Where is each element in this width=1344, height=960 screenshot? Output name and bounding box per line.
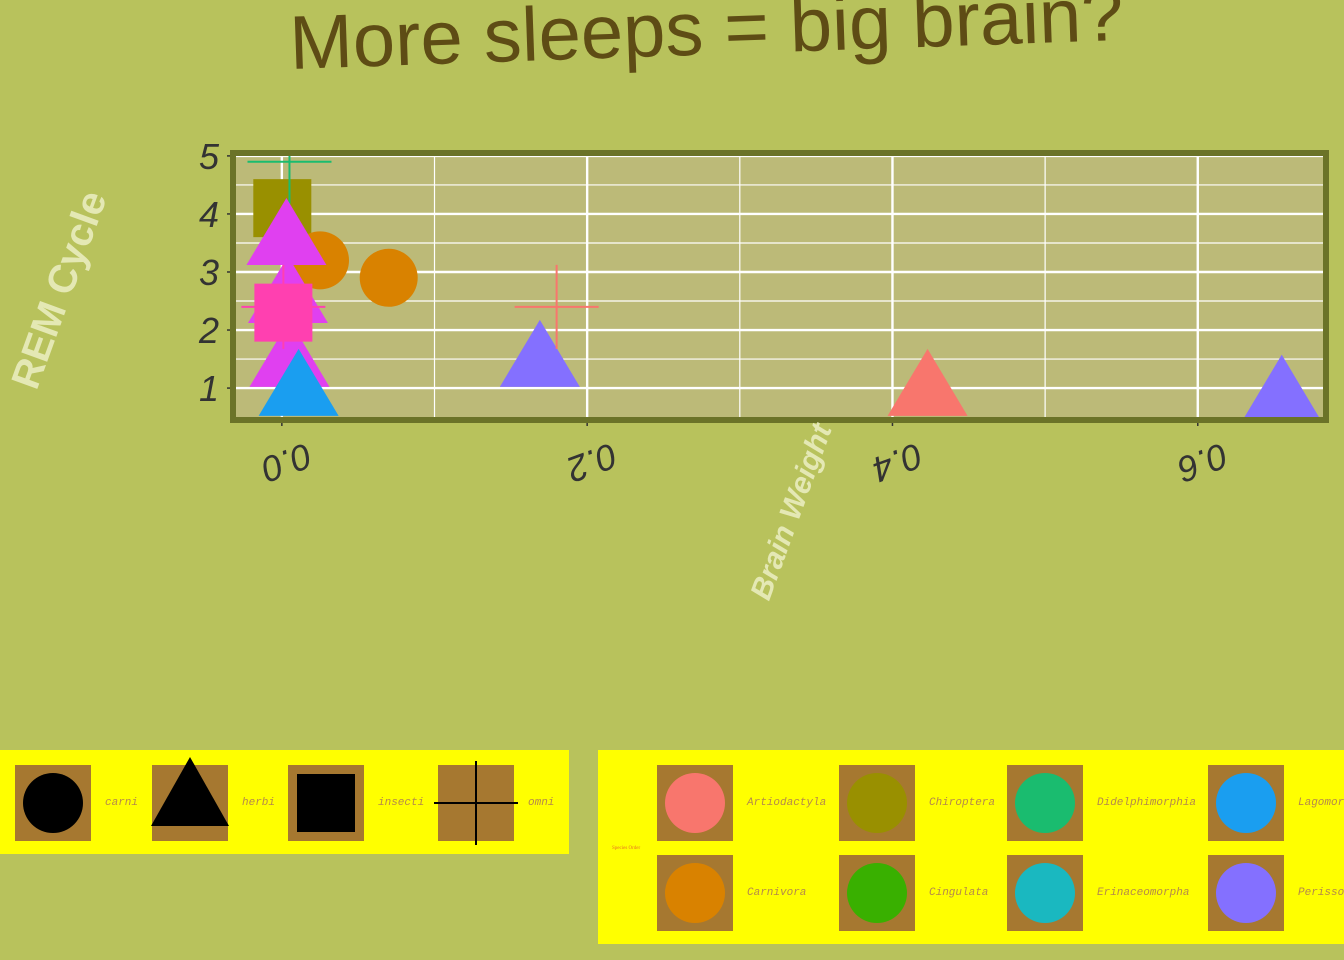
legend-key — [839, 855, 915, 931]
legend-label-artiodactyla: Artiodactyla — [747, 797, 827, 809]
points-layer — [241, 153, 1321, 420]
data-point — [241, 264, 326, 349]
circle-icon — [1216, 863, 1276, 923]
legend-key — [151, 757, 229, 841]
legend-label-lagomorpha: Lagomorpha — [1298, 797, 1344, 809]
circle-icon — [1015, 863, 1075, 923]
legend-label-cingulata: Cingulata — [929, 887, 989, 899]
data-point — [514, 264, 599, 349]
legend-key — [1208, 765, 1284, 841]
legend-key — [1007, 855, 1083, 931]
y-tick-label: 1 — [199, 368, 219, 409]
legend-key — [1007, 765, 1083, 841]
y-tick-label: 5 — [199, 136, 220, 177]
legend-label-erinaceomorpha: Erinaceomorpha — [1097, 887, 1190, 899]
x-tick-label: 0.0 — [256, 435, 317, 491]
circle-icon — [23, 773, 83, 833]
y-tick-label: 2 — [198, 310, 219, 351]
legend-label-insecti: insecti — [378, 797, 425, 809]
legend-label-herbi: herbi — [242, 797, 276, 809]
legend-key — [1208, 855, 1284, 931]
y-tick-label: 4 — [199, 194, 219, 235]
shape-legend: carni herbi insecti omni — [0, 750, 569, 854]
legend-label-perissodactyla: Perissodactyla — [1298, 887, 1344, 899]
square-icon — [297, 774, 355, 832]
legend-key — [15, 765, 91, 841]
circle-icon — [847, 773, 907, 833]
color-legend-title: Species Order — [612, 846, 641, 851]
circle-icon — [665, 863, 725, 923]
legend-key — [657, 765, 733, 841]
legend-label-omni: omni — [528, 797, 555, 809]
data-point — [499, 319, 580, 387]
color-legend: Species Order Artiodactyla Chiroptera Di… — [598, 750, 1344, 944]
data-point — [258, 348, 339, 416]
data-point — [246, 197, 327, 265]
legend-key — [434, 761, 518, 845]
circle-icon — [1216, 773, 1276, 833]
legend-label-chiroptera: Chiroptera — [929, 797, 996, 809]
legend-label-carni: carni — [105, 797, 139, 809]
x-tick-label: 0.2 — [562, 435, 623, 491]
legend-label-didelphimorphia: Didelphimorphia — [1097, 797, 1197, 809]
data-point — [887, 348, 968, 416]
x-tick-label: 0.6 — [1171, 435, 1233, 491]
circle-icon — [847, 863, 907, 923]
legend-label-carnivora: Carnivora — [747, 887, 807, 899]
data-point — [247, 153, 332, 204]
circle-icon — [1015, 773, 1075, 833]
data-point — [359, 248, 418, 307]
legend-key — [839, 765, 915, 841]
circle-icon — [665, 773, 725, 833]
legend-key — [288, 765, 364, 841]
triangle-icon — [151, 757, 229, 826]
plot-border — [230, 150, 1329, 423]
x-tick-label: 0.4 — [867, 435, 928, 491]
y-tick-label: 3 — [199, 252, 219, 293]
legend-key — [657, 855, 733, 931]
data-point — [1242, 354, 1321, 420]
plus-icon — [434, 761, 518, 845]
